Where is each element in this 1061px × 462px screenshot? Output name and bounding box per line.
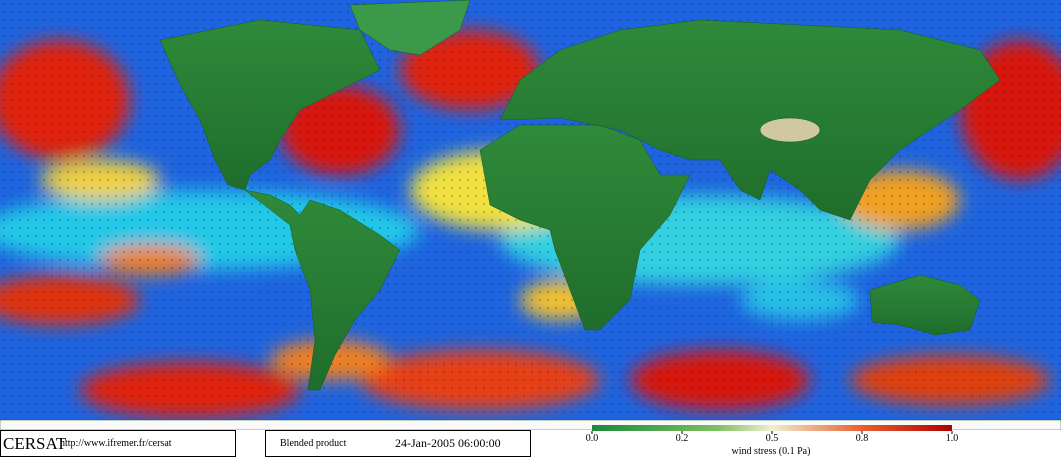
wind-field [0,0,1061,430]
colorbar-tick-label: 1.0 [946,433,959,444]
product-datetime: 24-Jan-2005 06:00:00 [395,436,501,450]
product-name: Blended product [280,438,347,449]
land [0,0,1061,430]
colorbar-tick-label: 0.2 [676,433,689,444]
url: http://www.ifremer.fr/cersat [60,438,172,449]
product-box [265,430,531,457]
logo: CERSAT [3,434,67,453]
credit-box [0,430,236,457]
colorbar [592,425,952,431]
colorbar-tick-label: 0.8 [856,433,869,444]
colorbar-tick-label: 0.5 [766,433,779,444]
colorbar-label: wind stress (0.1 Pa) [732,446,811,457]
colorbar-tick-label: 0.0 [586,433,599,444]
